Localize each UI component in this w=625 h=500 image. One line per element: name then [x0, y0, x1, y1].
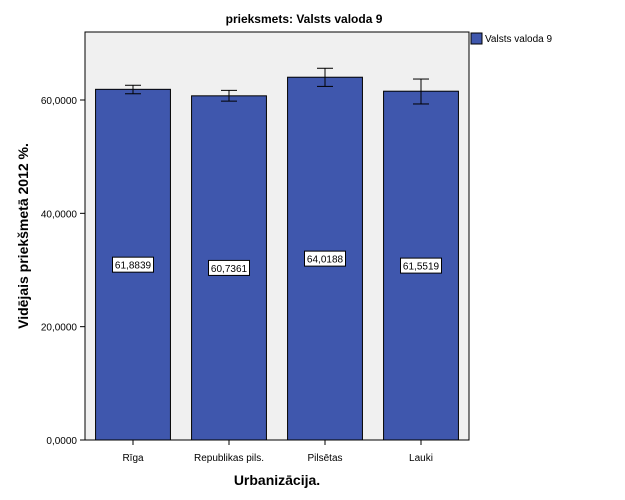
y-axis-title: Vidējais priekšmetā 2012 %.	[15, 143, 31, 329]
data-label: 61,5519	[403, 262, 440, 273]
x-tick-label: Pilsētas	[307, 453, 342, 464]
error-bars	[125, 67, 429, 105]
data-label-box	[400, 257, 442, 274]
x-tick-label: Lauki	[409, 453, 433, 464]
data-label-box	[112, 256, 154, 273]
data-label: 61,8839	[115, 261, 152, 272]
legend-label: Valsts valoda 9	[485, 34, 553, 45]
data-label-box	[304, 250, 346, 267]
x-axis-title: Urbanizācija.	[234, 472, 320, 488]
data-labels: 61,8839 60,7361 64,0188 61,5519	[112, 250, 442, 276]
y-axis: 0,0000 20,0000 40,0000 60,0000	[41, 96, 85, 447]
data-label: 60,7361	[211, 264, 248, 275]
x-tick-label: Republikas pils.	[194, 453, 264, 464]
data-label: 64,0188	[307, 255, 344, 266]
y-tick-label: 40,0000	[41, 209, 78, 220]
legend-swatch	[470, 32, 483, 45]
legend: Valsts valoda 9	[470, 32, 553, 45]
y-tick-label: 0,0000	[46, 436, 77, 447]
x-tick-label: Rīga	[122, 453, 144, 464]
x-axis: Rīga Republikas pils. Pilsētas Lauki	[122, 440, 433, 464]
y-tick-label: 20,0000	[41, 323, 78, 334]
y-tick-label: 60,0000	[41, 96, 78, 107]
chart-title: prieksmets: Valsts valoda 9	[226, 12, 383, 26]
data-label-box	[208, 259, 250, 276]
